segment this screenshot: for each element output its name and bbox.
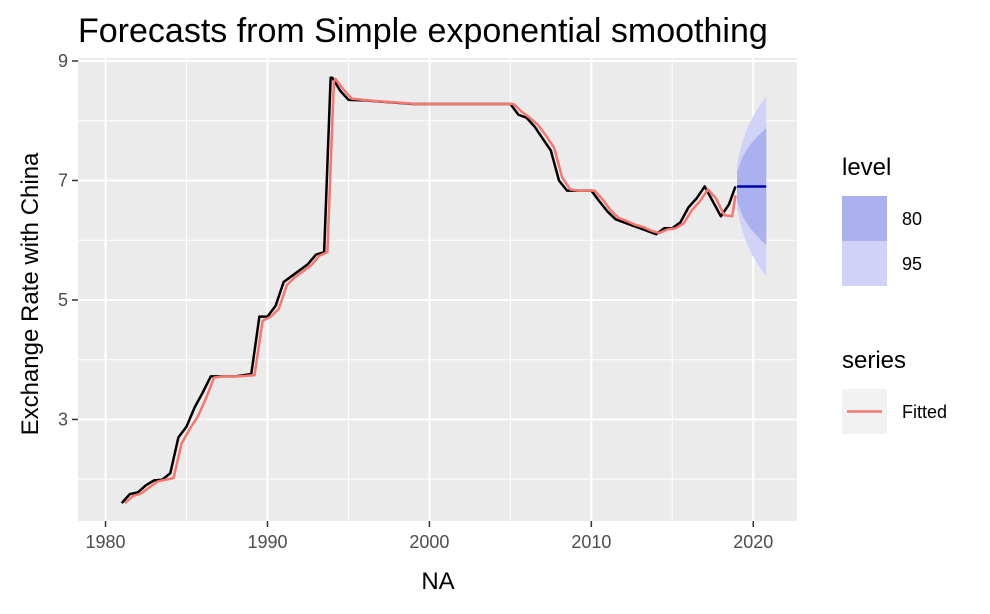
plot-panel [78,58,797,521]
x-axis-title: NA [421,568,454,595]
x-tick-label: 1980 [86,532,126,552]
legend-label-95: 95 [902,254,922,274]
y-tick-label: 9 [58,51,68,71]
legend-label-80: 80 [902,209,922,229]
legend-series-title: series [842,347,906,374]
y-axis-title: Exchange Rate with China [17,152,44,435]
legend-key-80 [842,196,887,241]
legend-key-95 [842,241,887,286]
x-tick-label: 2000 [409,532,449,552]
chart-title: Forecasts from Simple exponential smooth… [78,12,768,50]
y-tick-label: 3 [58,409,68,429]
y-tick-label: 7 [58,170,68,190]
x-tick-label: 2010 [571,532,611,552]
series-line-fitted [124,77,737,505]
legend-level: level 80 95 [842,154,922,286]
x-tick-label: 1990 [247,532,287,552]
plot-area [78,58,797,521]
x-tick-label: 2020 [733,532,773,552]
legend-label-fitted: Fitted [902,402,947,422]
y-tick-label: 5 [58,290,68,310]
legend-series: series Fitted [842,347,947,434]
legend-level-title: level [842,154,891,181]
